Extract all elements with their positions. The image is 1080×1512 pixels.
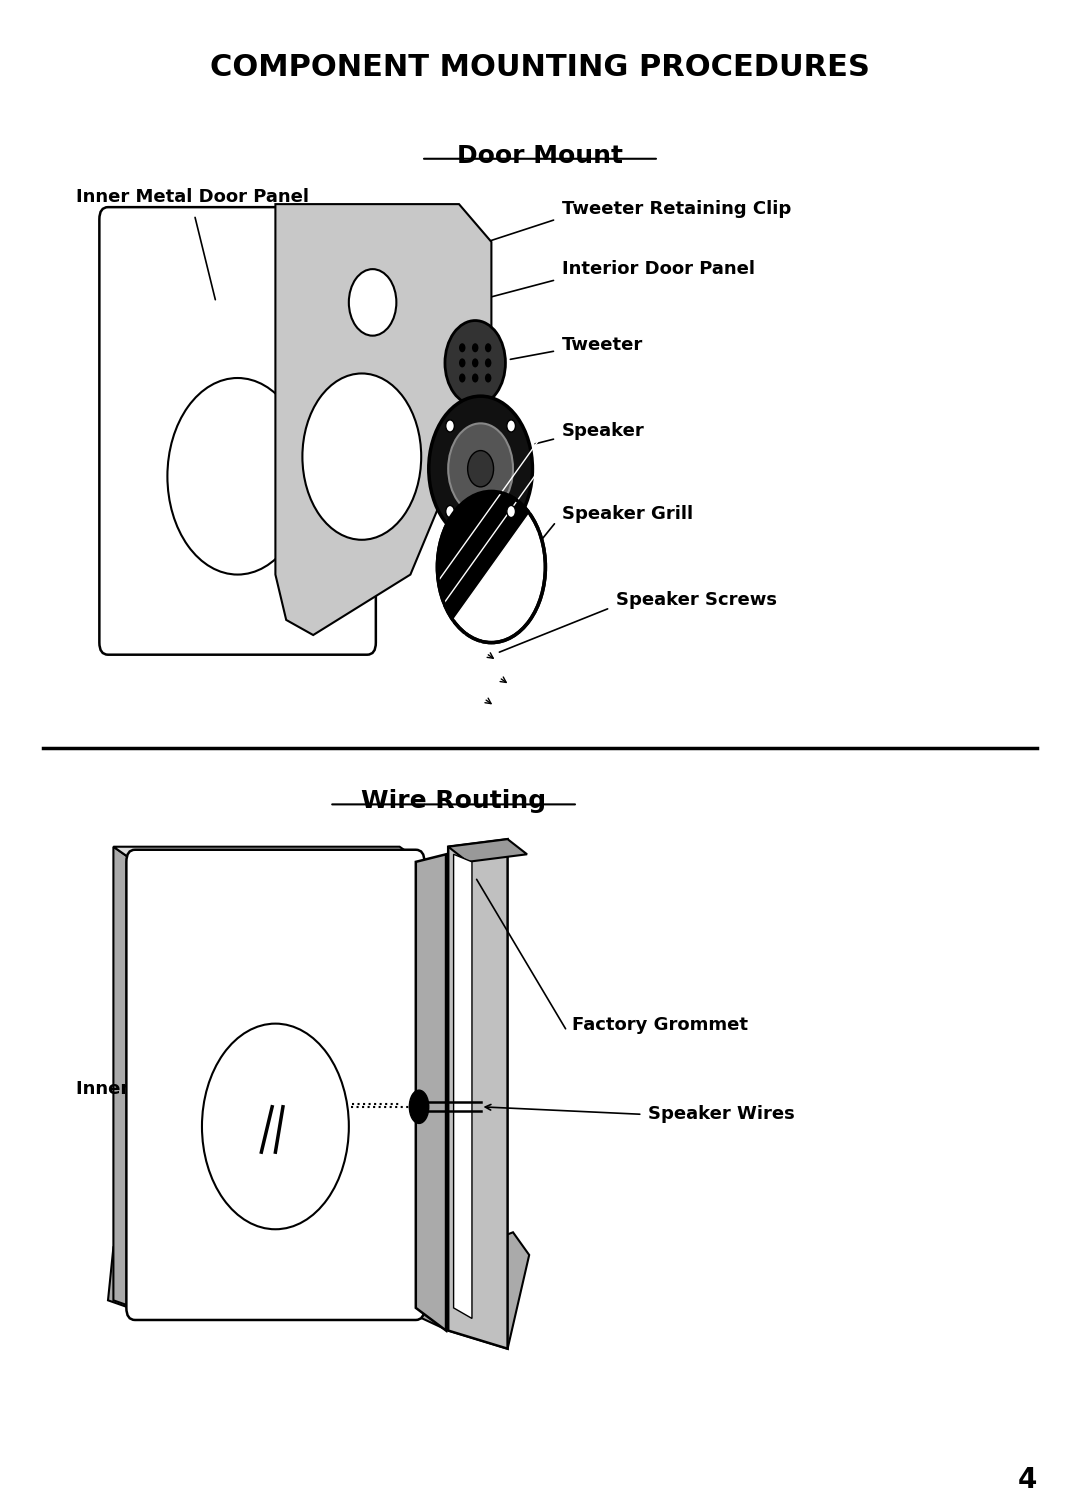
Circle shape	[468, 451, 494, 487]
Circle shape	[429, 396, 532, 541]
Polygon shape	[275, 204, 491, 635]
Text: Inner Metal Door Panel: Inner Metal Door Panel	[76, 187, 309, 206]
Circle shape	[446, 420, 455, 432]
Circle shape	[446, 505, 455, 517]
Circle shape	[437, 491, 545, 643]
Circle shape	[202, 1024, 349, 1229]
Text: Speaker Screws: Speaker Screws	[616, 591, 777, 609]
Ellipse shape	[409, 1090, 429, 1123]
Polygon shape	[454, 854, 472, 1318]
Circle shape	[472, 358, 478, 367]
Polygon shape	[416, 854, 446, 1331]
Text: Interior Door Panel: Interior Door Panel	[562, 260, 755, 278]
Circle shape	[485, 373, 491, 383]
Circle shape	[349, 269, 396, 336]
Circle shape	[472, 373, 478, 383]
Text: Speaker Wires: Speaker Wires	[648, 1105, 795, 1123]
Polygon shape	[448, 839, 527, 862]
Circle shape	[448, 423, 513, 514]
Circle shape	[459, 358, 465, 367]
Text: Tweeter: Tweeter	[562, 336, 643, 354]
Circle shape	[167, 378, 308, 575]
Polygon shape	[113, 847, 135, 1308]
Polygon shape	[448, 839, 508, 1349]
FancyBboxPatch shape	[126, 850, 424, 1320]
Circle shape	[485, 358, 491, 367]
FancyBboxPatch shape	[99, 207, 376, 655]
Text: Door Mount: Door Mount	[457, 144, 623, 168]
Circle shape	[459, 343, 465, 352]
Polygon shape	[108, 1232, 529, 1349]
Text: Tweeter Retaining Clip: Tweeter Retaining Clip	[562, 200, 791, 218]
Circle shape	[507, 420, 515, 432]
Polygon shape	[113, 847, 421, 862]
Circle shape	[472, 343, 478, 352]
Text: Speaker: Speaker	[562, 422, 645, 440]
Circle shape	[485, 343, 491, 352]
Wedge shape	[437, 491, 529, 620]
Text: Speaker Grill: Speaker Grill	[562, 505, 692, 523]
Circle shape	[445, 321, 505, 405]
Text: Wire Routing: Wire Routing	[361, 789, 546, 813]
Text: Inner Metal Door Panel: Inner Metal Door Panel	[76, 1080, 309, 1098]
Circle shape	[302, 373, 421, 540]
Circle shape	[459, 373, 465, 383]
Text: Factory Grommet: Factory Grommet	[572, 1016, 748, 1034]
Text: COMPONENT MOUNTING PROCEDURES: COMPONENT MOUNTING PROCEDURES	[211, 53, 869, 82]
Text: 4: 4	[1017, 1465, 1037, 1494]
Circle shape	[507, 505, 515, 517]
